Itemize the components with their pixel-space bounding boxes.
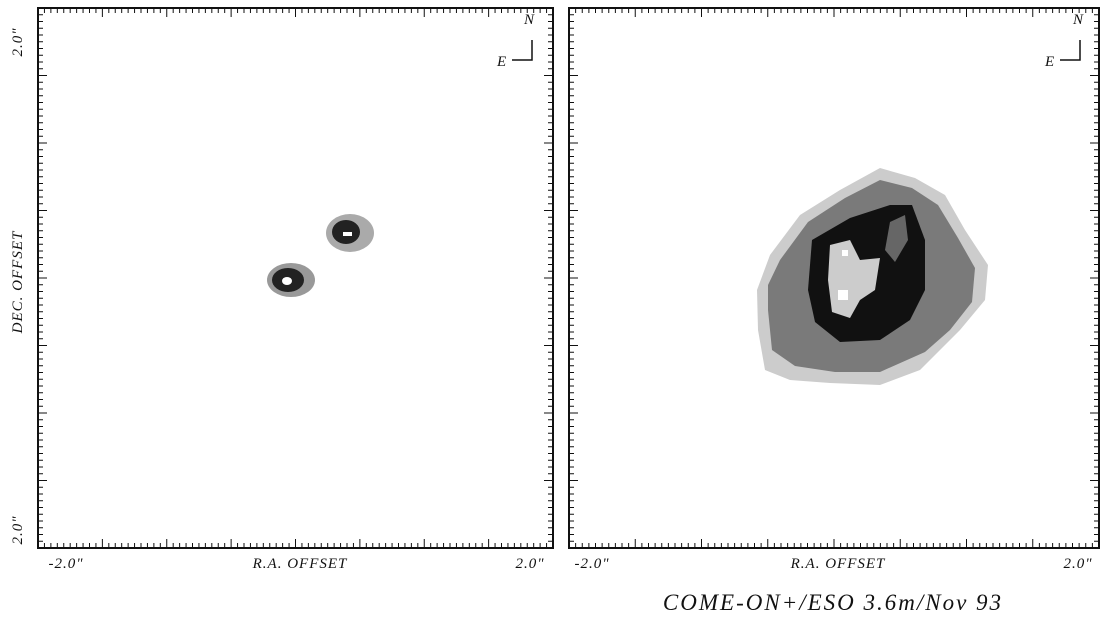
compass-east: E bbox=[496, 54, 507, 70]
y-axis-label: DEC. OFFSET bbox=[10, 230, 26, 334]
y-axis-min: 2.0" bbox=[10, 515, 26, 544]
right-nebula bbox=[757, 168, 988, 385]
caption: COME-ON+/ESO 3.6m/Nov 93 bbox=[663, 590, 1003, 615]
compass-north: N bbox=[523, 12, 535, 28]
x-axis-max: 2.0" bbox=[515, 556, 544, 572]
x-axis-label: R.A. OFFSET bbox=[790, 556, 886, 572]
right-compass: N E bbox=[1044, 12, 1084, 70]
y-axis-max: 2.0" bbox=[10, 27, 26, 56]
left-compass: N E bbox=[496, 12, 535, 70]
x-axis-min: -2.0" bbox=[48, 556, 83, 572]
compass-north: N bbox=[1072, 12, 1084, 28]
compass-east: E bbox=[1044, 54, 1055, 70]
x-axis-max: 2.0" bbox=[1063, 556, 1092, 572]
left-frame bbox=[37, 7, 554, 549]
x-axis-min: -2.0" bbox=[574, 556, 609, 572]
left-sources bbox=[267, 214, 374, 297]
x-axis-label: R.A. OFFSET bbox=[252, 556, 348, 572]
right-frame bbox=[568, 7, 1100, 549]
